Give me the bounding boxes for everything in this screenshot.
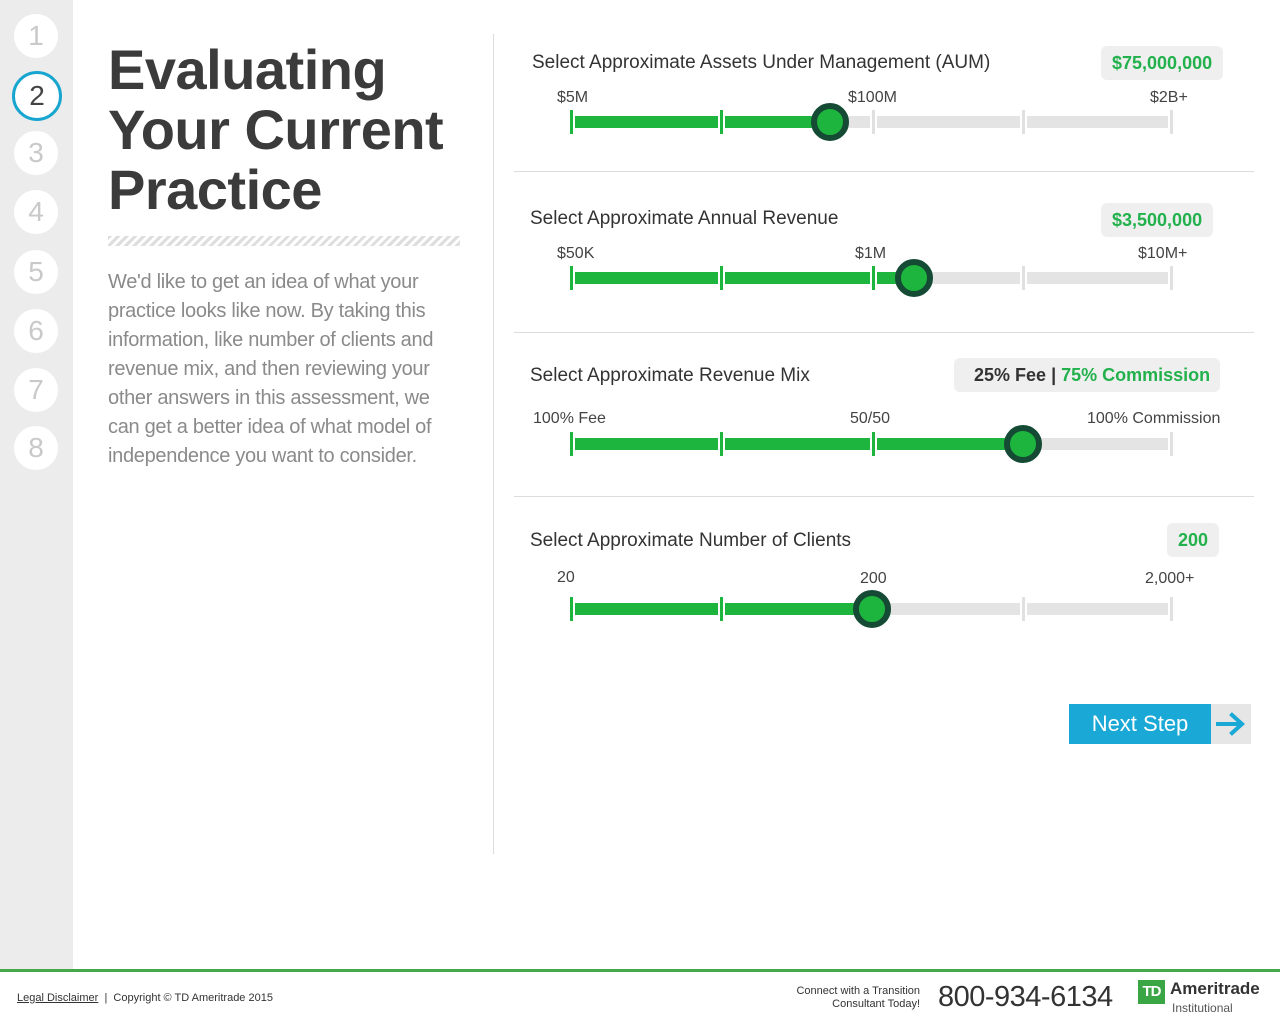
revenue-tick-mid: $1M — [855, 245, 887, 262]
clients-slider[interactable] — [570, 590, 1174, 628]
step-3[interactable]: 3 — [14, 131, 58, 175]
clients-value-badge: 200 — [1167, 523, 1220, 557]
slider-fill-segment — [725, 272, 870, 284]
aum-value-badge: $75,000,000 — [1101, 46, 1224, 80]
footer-legal: Legal Disclaimer | Copyright © TD Amerit… — [17, 992, 273, 1004]
slider-track-segment — [1027, 272, 1168, 284]
slider-notch — [872, 110, 875, 134]
slider-track-segment — [877, 116, 1020, 128]
page-title-line-3: Practice — [108, 158, 322, 221]
mix-value-badge: 25% Fee | 75% Commission — [954, 358, 1221, 392]
slider-notch — [1170, 597, 1173, 621]
footer-divider: | — [104, 992, 108, 1004]
footer-rule — [0, 969, 1280, 972]
step-2-active[interactable]: 2 — [12, 71, 62, 121]
slider-fill-segment — [725, 603, 870, 615]
step-5[interactable]: 5 — [14, 250, 58, 294]
logo-name: Ameritrade — [1170, 979, 1260, 998]
slider-notch — [872, 432, 875, 456]
slider-fill-segment — [877, 438, 1020, 450]
consultant-cta: Connect with a Transition Consultant Tod… — [760, 985, 920, 1011]
slider-track-segment — [1027, 438, 1168, 450]
slider-notch — [1170, 266, 1173, 290]
mix-commission-value: 75% Commission — [1061, 365, 1211, 385]
cta-line-1: Connect with a Transition — [796, 985, 920, 997]
step-6[interactable]: 6 — [14, 309, 58, 353]
slider-thumb[interactable] — [810, 103, 849, 141]
mix-tick-mid: 50/50 — [850, 410, 891, 427]
page-title: Evaluating Your Current Practice — [108, 38, 444, 221]
mix-label: Select Approximate Revenue Mix — [530, 365, 810, 386]
step-8[interactable]: 8 — [14, 426, 58, 470]
mix-tick-min: 100% Fee — [533, 410, 606, 427]
aum-slider[interactable] — [570, 103, 1174, 141]
td-logo-mark: TD — [1138, 980, 1165, 1004]
revenue-tick-max: $10M+ — [1138, 245, 1188, 262]
mix-fee-value: 25% Fee — [974, 365, 1047, 385]
page-title-line-1: Evaluating — [108, 38, 387, 101]
slider-fill-segment — [725, 438, 870, 450]
clients-tick-max: 2,000+ — [1145, 570, 1195, 587]
aum-tick-max: $2B+ — [1150, 89, 1188, 106]
slider-notch — [720, 266, 723, 290]
slider-fill-segment — [575, 272, 718, 284]
slider-notch — [1022, 597, 1025, 621]
slider-fill-segment — [575, 116, 718, 128]
aum-label: Select Approximate Assets Under Manageme… — [532, 52, 991, 73]
slider-thumb[interactable] — [895, 259, 934, 297]
revenue-mix-slider[interactable] — [570, 425, 1174, 463]
section-divider — [514, 171, 1254, 172]
slider-track-segment — [1027, 116, 1168, 128]
slider-notch — [1170, 432, 1173, 456]
slider-notch — [570, 110, 573, 134]
phone-number[interactable]: 800-934-6134 — [938, 981, 1113, 1013]
slider-track-segment — [877, 603, 1020, 615]
page-title-line-2: Your Current — [108, 98, 444, 161]
slider-thumb[interactable] — [1004, 425, 1042, 463]
intro-text: We'd like to get an idea of what your pr… — [108, 271, 434, 467]
slider-notch — [1022, 266, 1025, 290]
clients-tick-mid: 200 — [860, 570, 887, 587]
slider-notch — [720, 432, 723, 456]
revenue-tick-min: $50K — [557, 245, 595, 262]
logo-subtitle: Institutional — [1172, 1001, 1233, 1015]
slider-notch — [570, 432, 573, 456]
slider-thumb[interactable] — [853, 590, 891, 628]
slider-notch — [570, 597, 573, 621]
aum-tick-min: $5M — [557, 89, 589, 106]
slider-notch — [1170, 110, 1173, 134]
aum-tick-mid: $100M — [848, 89, 897, 106]
next-step-label[interactable]: Next Step — [1069, 704, 1211, 744]
step-1[interactable]: 1 — [14, 14, 58, 58]
revenue-slider[interactable] — [570, 259, 1174, 297]
slider-notch — [1022, 110, 1025, 134]
slider-fill-segment — [725, 116, 830, 128]
slider-notch — [872, 266, 875, 290]
clients-tick-min: 20 — [557, 569, 575, 586]
section-divider — [514, 332, 1254, 333]
cta-line-2: Consultant Today! — [832, 998, 920, 1010]
copyright-text: Copyright © TD Ameritrade 2015 — [113, 992, 273, 1004]
next-step-button[interactable]: Next Step — [1069, 704, 1251, 744]
revenue-label: Select Approximate Annual Revenue — [530, 208, 839, 229]
step-sidebar: 1 2 3 4 5 6 7 8 — [0, 0, 73, 970]
section-divider — [514, 496, 1254, 497]
slider-fill-segment — [575, 603, 718, 615]
clients-label: Select Approximate Number of Clients — [530, 530, 852, 551]
slider-notch — [720, 110, 723, 134]
slider-fill-segment — [575, 438, 718, 450]
title-divider — [108, 236, 460, 246]
step-7[interactable]: 7 — [14, 368, 58, 412]
slider-notch — [570, 266, 573, 290]
mix-tick-max: 100% Commission — [1087, 410, 1221, 427]
slider-notch — [720, 597, 723, 621]
td-ameritrade-logo: TD Ameritrade Institutional — [1138, 979, 1273, 1019]
step-4[interactable]: 4 — [14, 190, 58, 234]
legal-disclaimer-link[interactable]: Legal Disclaimer — [17, 992, 99, 1004]
mix-separator: | — [1051, 365, 1057, 385]
arrow-right-icon[interactable] — [1211, 704, 1251, 744]
revenue-value-badge: $3,500,000 — [1101, 203, 1214, 237]
column-divider — [493, 34, 494, 854]
slider-track-segment — [1027, 603, 1168, 615]
